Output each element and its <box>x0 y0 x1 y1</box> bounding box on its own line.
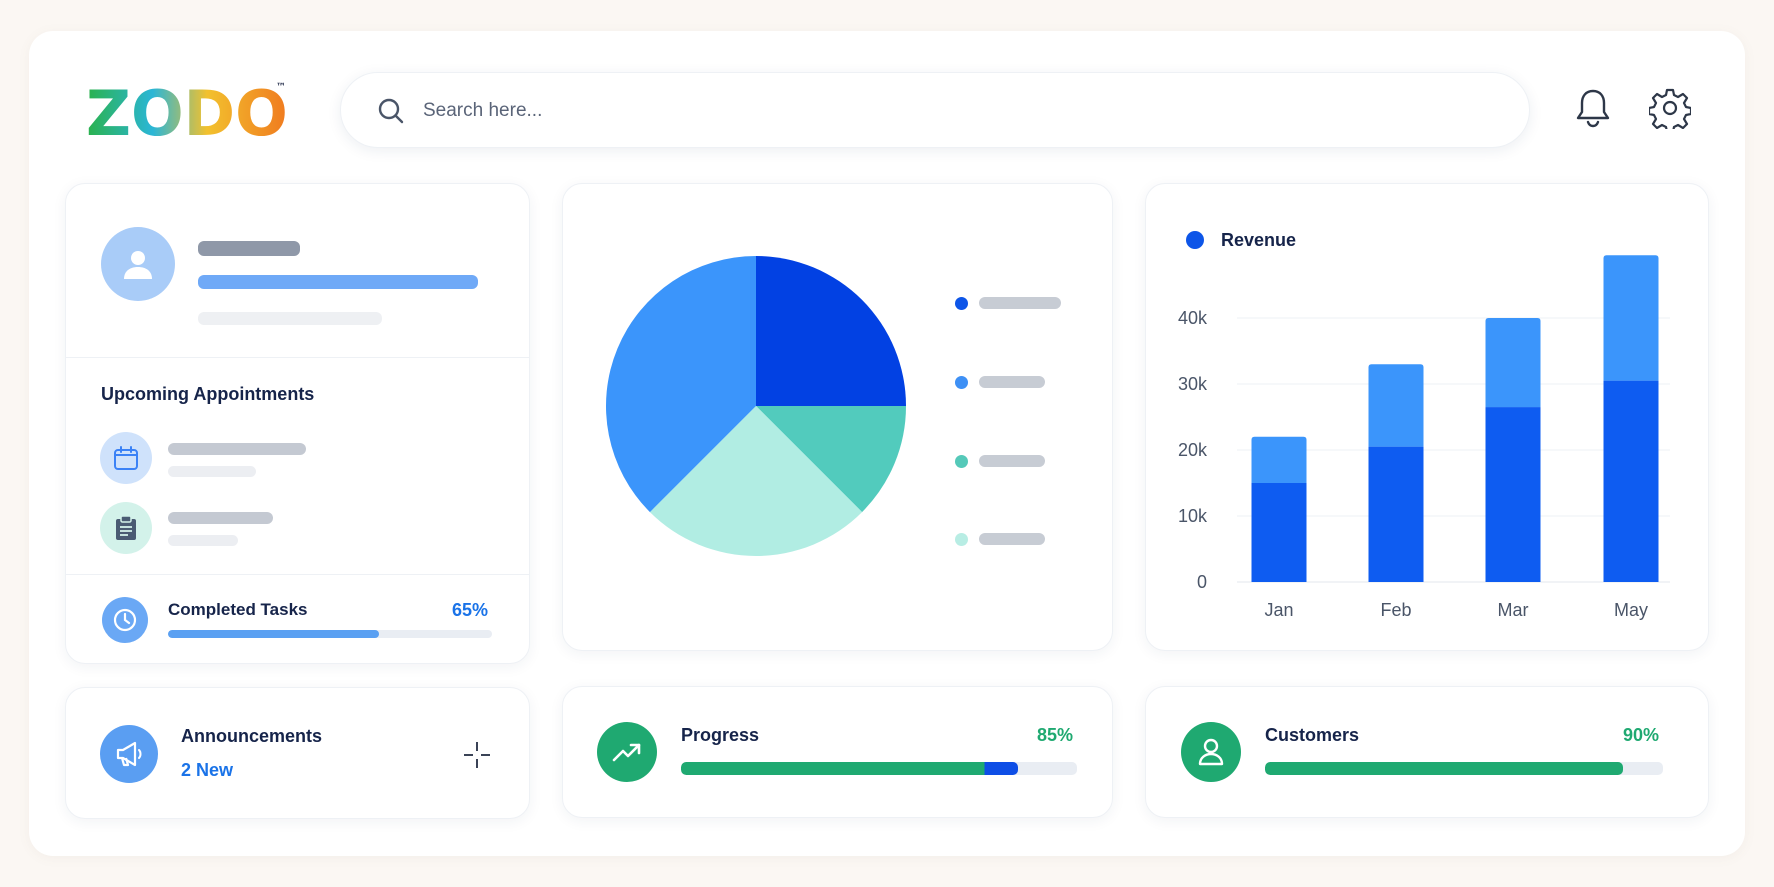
logo-text: ZODO <box>86 80 286 144</box>
y-tick-label: 0 <box>1197 572 1207 592</box>
legend-label-placeholder-4 <box>979 533 1045 545</box>
y-tick-label: 10k <box>1178 506 1208 526</box>
progress-value: 85% <box>1037 725 1074 745</box>
bar-top-jan[interactable] <box>1251 436 1307 483</box>
customers-fill <box>1265 762 1624 775</box>
progress-fill <box>681 762 1018 775</box>
pie-slice-2[interactable] <box>756 406 906 513</box>
bar-revenue-may[interactable] <box>1603 380 1659 582</box>
megaphone-icon <box>116 741 142 767</box>
clipboard-icon <box>116 515 136 540</box>
bar-revenue-feb[interactable] <box>1368 446 1424 582</box>
progress-badge <box>597 722 657 782</box>
completed-tasks-badge <box>102 597 148 643</box>
bell-icon[interactable] <box>1571 86 1615 130</box>
completed-tasks-fill <box>168 630 379 638</box>
progress-label: Progress <box>681 725 760 745</box>
completed-tasks-label: Completed Tasks <box>168 600 308 619</box>
crosshair-icon[interactable] <box>462 740 492 770</box>
x-tick-label: May <box>1614 600 1648 620</box>
legend-label-placeholder-1 <box>979 297 1061 309</box>
customers-track <box>1265 762 1663 775</box>
pie-chart <box>606 256 906 556</box>
bar-revenue-mar[interactable] <box>1485 407 1541 582</box>
appointment-2-title-placeholder <box>168 512 273 524</box>
y-tick-label: 40k <box>1178 308 1208 328</box>
avatar[interactable] <box>101 227 175 301</box>
appointment-item-2[interactable] <box>100 502 152 554</box>
revenue-legend-label: Revenue <box>1221 230 1296 250</box>
search-bar[interactable] <box>340 72 1530 148</box>
progress-track <box>681 762 1077 775</box>
divider <box>66 574 529 575</box>
profile-role-placeholder <box>198 275 478 289</box>
clock-icon <box>113 608 137 632</box>
revenue-chart: Revenue 0 10k 20k 30k 40k Jan Feb Mar May <box>1178 230 1670 620</box>
search-input[interactable] <box>423 93 1503 129</box>
pie-slice-1[interactable] <box>756 256 906 406</box>
legend-label-placeholder-2 <box>979 376 1045 388</box>
profile-detail-placeholder <box>198 312 382 325</box>
divider <box>66 357 529 358</box>
revenue-legend-dot <box>1186 231 1204 249</box>
pie-slice-3[interactable] <box>649 406 863 556</box>
search-icon[interactable] <box>377 97 405 130</box>
gear-icon[interactable] <box>1648 86 1692 130</box>
x-tick-label: Jan <box>1264 600 1293 620</box>
legend-dot-4 <box>955 533 968 546</box>
zodo-logo[interactable]: ZODO ™ <box>86 80 286 144</box>
legend-label-placeholder-3 <box>979 455 1045 467</box>
calendar-icon <box>114 446 138 470</box>
legend-dot-1 <box>955 297 968 310</box>
announcements-new-badge[interactable]: 2 New <box>181 760 234 780</box>
trademark-mark: ™ <box>276 82 286 93</box>
person-icon <box>1198 738 1224 766</box>
legend-dot-3 <box>955 455 968 468</box>
appointment-item-1[interactable] <box>100 432 152 484</box>
pie-slice-4[interactable] <box>606 256 756 513</box>
completed-tasks-track <box>168 630 492 638</box>
bar-revenue-jan[interactable] <box>1251 483 1307 582</box>
bar-top-may[interactable] <box>1603 255 1659 381</box>
customers-value: 90% <box>1623 725 1660 745</box>
y-tick-label: 20k <box>1178 440 1208 460</box>
y-tick-label: 30k <box>1178 374 1208 394</box>
trending-up-icon <box>612 743 641 762</box>
announcements-label: Announcements <box>181 726 323 746</box>
appointment-1-title-placeholder <box>168 443 306 455</box>
legend-dot-2 <box>955 376 968 389</box>
appointment-2-time-placeholder <box>168 535 238 546</box>
user-icon <box>124 251 152 279</box>
x-tick-label: Mar <box>1498 600 1529 620</box>
profile-name-placeholder <box>198 241 300 256</box>
appointment-1-time-placeholder <box>168 466 256 477</box>
x-tick-label: Feb <box>1380 600 1411 620</box>
announcements-badge <box>100 725 158 783</box>
customers-label: Customers <box>1265 725 1360 745</box>
appointments-title: Upcoming Appointments <box>101 384 315 404</box>
completed-tasks-value: 65% <box>452 600 489 620</box>
bar-top-mar[interactable] <box>1485 318 1541 408</box>
bar-top-feb[interactable] <box>1368 364 1424 447</box>
customers-badge <box>1181 722 1241 782</box>
